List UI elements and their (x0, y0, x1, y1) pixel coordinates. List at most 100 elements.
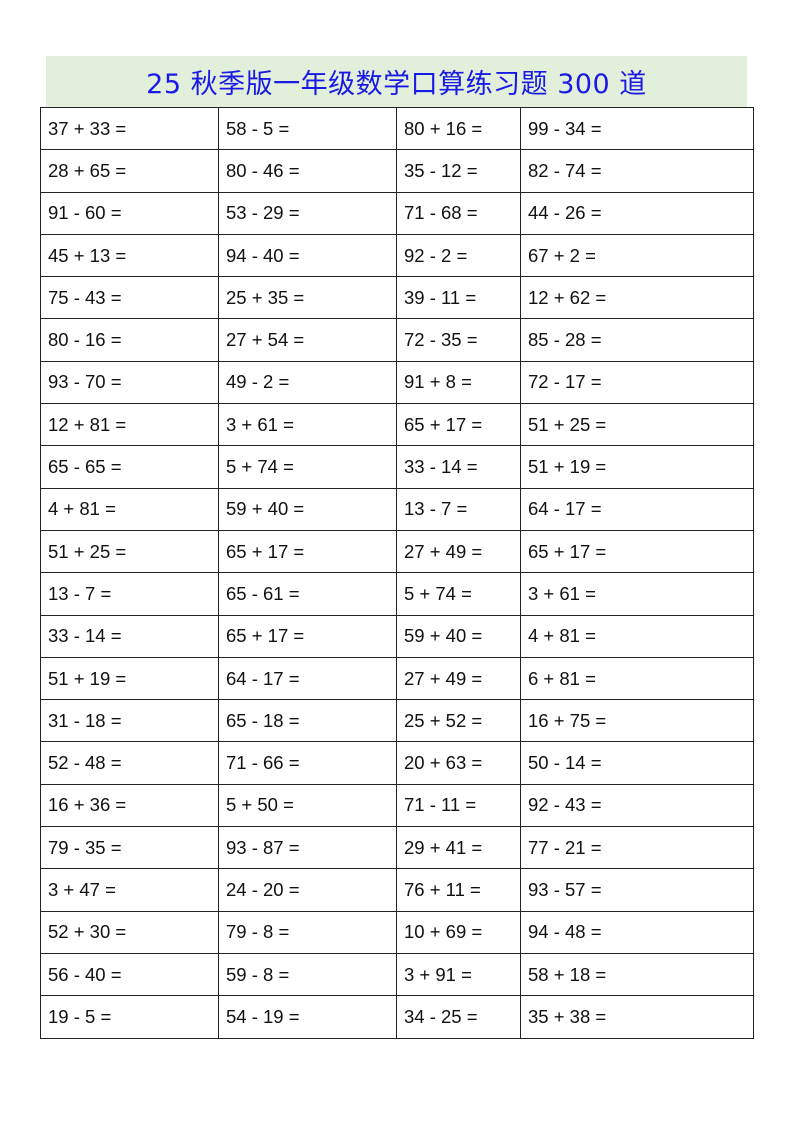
problem-cell: 3 + 47 = (40, 868, 219, 912)
table-row: 31 - 18 = 65 - 18 = 25 + 52 = 16 + 75 = (40, 699, 754, 743)
problem-cell: 65 + 17 = (396, 403, 521, 447)
table-row: 3 + 47 = 24 - 20 = 76 + 11 = 93 - 57 = (40, 868, 754, 912)
table-row: 16 + 36 = 5 + 50 = 71 - 11 = 92 - 43 = (40, 783, 754, 828)
problem-cell: 58 - 5 = (218, 106, 397, 151)
problem-cell: 82 - 74 = (520, 149, 754, 193)
problem-cell: 72 - 17 = (520, 360, 754, 405)
problem-cell: 93 - 87 = (218, 826, 397, 870)
problem-cell: 33 - 14 = (40, 614, 219, 658)
table-row: 75 - 43 = 25 + 35 = 39 - 11 = 12 + 62 = (40, 276, 754, 320)
problem-cell: 92 - 2 = (396, 233, 521, 278)
problem-cell: 35 + 38 = (520, 995, 754, 1039)
table-row: 52 + 30 = 79 - 8 = 10 + 69 = 94 - 48 = (40, 910, 754, 954)
problem-cell: 93 - 70 = (40, 360, 219, 405)
problem-cell: 79 - 8 = (218, 910, 397, 954)
problem-cell: 50 - 14 = (520, 741, 754, 785)
problem-cell: 58 + 18 = (520, 952, 754, 997)
problem-cell: 80 - 16 = (40, 318, 219, 362)
table-row: 93 - 70 = 49 - 2 = 91 + 8 = 72 - 17 = (40, 360, 754, 405)
problem-cell: 72 - 35 = (396, 318, 521, 362)
problem-cell: 39 - 11 = (396, 276, 521, 320)
table-row: 51 + 25 = 65 + 17 = 27 + 49 = 65 + 17 = (40, 529, 754, 574)
problem-cell: 52 + 30 = (40, 910, 219, 954)
table-row: 12 + 81 = 3 + 61 = 65 + 17 = 51 + 25 = (40, 403, 754, 447)
problem-cell: 92 - 43 = (520, 783, 754, 828)
problem-cell: 25 + 35 = (218, 276, 397, 320)
problem-cell: 52 - 48 = (40, 741, 219, 785)
problem-cell: 6 + 81 = (520, 656, 754, 701)
problem-cell: 53 - 29 = (218, 191, 397, 235)
problem-cell: 71 - 66 = (218, 741, 397, 785)
problem-cell: 71 - 11 = (396, 783, 521, 828)
problem-cell: 99 - 34 = (520, 106, 754, 151)
problem-cell: 16 + 36 = (40, 783, 219, 828)
problem-cell: 12 + 62 = (520, 276, 754, 320)
problem-cell: 64 - 17 = (520, 487, 754, 531)
problem-cell: 65 + 17 = (218, 529, 397, 574)
problem-cell: 59 + 40 = (218, 487, 397, 531)
problem-cell: 94 - 40 = (218, 233, 397, 278)
problem-cell: 12 + 81 = (40, 403, 219, 447)
table-row: 91 - 60 = 53 - 29 = 71 - 68 = 44 - 26 = (40, 191, 754, 235)
problem-cell: 65 + 17 = (218, 614, 397, 658)
problem-cell: 33 - 14 = (396, 445, 521, 489)
problem-cell: 3 + 91 = (396, 952, 521, 997)
table-row: 65 - 65 = 5 + 74 = 33 - 14 = 51 + 19 = (40, 445, 754, 489)
table-row: 45 + 13 = 94 - 40 = 92 - 2 = 67 + 2 = (40, 233, 754, 278)
table-row: 13 - 7 = 65 - 61 = 5 + 74 = 3 + 61 = (40, 572, 754, 616)
problem-cell: 64 - 17 = (218, 656, 397, 701)
problem-cell: 28 + 65 = (40, 149, 219, 193)
problem-cell: 71 - 68 = (396, 191, 521, 235)
problem-cell: 59 + 40 = (396, 614, 521, 658)
table-row: 52 - 48 = 71 - 66 = 20 + 63 = 50 - 14 = (40, 741, 754, 785)
problem-cell: 5 + 74 = (218, 445, 397, 489)
problem-cell: 24 - 20 = (218, 868, 397, 912)
problem-cell: 79 - 35 = (40, 826, 219, 870)
problem-cell: 4 + 81 = (520, 614, 754, 658)
table-row: 4 + 81 = 59 + 40 = 13 - 7 = 64 - 17 = (40, 487, 754, 531)
problem-cell: 65 - 18 = (218, 699, 397, 743)
problem-cell: 51 + 19 = (40, 656, 219, 701)
problem-cell: 19 - 5 = (40, 995, 219, 1039)
table-row: 28 + 65 = 80 - 46 = 35 - 12 = 82 - 74 = (40, 149, 754, 193)
problem-cell: 91 - 60 = (40, 191, 219, 235)
problem-cell: 93 - 57 = (520, 868, 754, 912)
problem-cell: 3 + 61 = (218, 403, 397, 447)
problem-cell: 13 - 7 = (40, 572, 219, 616)
table-row: 19 - 5 = 54 - 19 = 34 - 25 = 35 + 38 = (40, 995, 754, 1039)
problem-cell: 27 + 49 = (396, 656, 521, 701)
problem-cell: 80 + 16 = (396, 106, 521, 151)
problem-cell: 27 + 54 = (218, 318, 397, 362)
problem-cell: 75 - 43 = (40, 276, 219, 320)
problem-cell: 35 - 12 = (396, 149, 521, 193)
problem-cell: 4 + 81 = (40, 487, 219, 531)
problem-cell: 31 - 18 = (40, 699, 219, 743)
problem-cell: 5 + 74 = (396, 572, 521, 616)
problem-cell: 20 + 63 = (396, 741, 521, 785)
table-row: 33 - 14 = 65 + 17 = 59 + 40 = 4 + 81 = (40, 614, 754, 658)
problem-cell: 51 + 19 = (520, 445, 754, 489)
problem-cell: 37 + 33 = (40, 106, 219, 151)
problem-cell: 13 - 7 = (396, 487, 521, 531)
problem-cell: 65 - 61 = (218, 572, 397, 616)
table-row: 56 - 40 = 59 - 8 = 3 + 91 = 58 + 18 = (40, 952, 754, 997)
problem-cell: 56 - 40 = (40, 952, 219, 997)
table-row: 37 + 33 = 58 - 5 = 80 + 16 = 99 - 34 = (40, 106, 754, 151)
table-row: 79 - 35 = 93 - 87 = 29 + 41 = 77 - 21 = (40, 826, 754, 870)
table-row: 51 + 19 = 64 - 17 = 27 + 49 = 6 + 81 = (40, 656, 754, 701)
problem-cell: 27 + 49 = (396, 529, 521, 574)
problem-cell: 16 + 75 = (520, 699, 754, 743)
problem-cell: 49 - 2 = (218, 360, 397, 405)
problem-cell: 80 - 46 = (218, 149, 397, 193)
problem-cell: 65 - 65 = (40, 445, 219, 489)
problem-cell: 91 + 8 = (396, 360, 521, 405)
problem-cell: 51 + 25 = (40, 529, 219, 574)
table-row: 80 - 16 = 27 + 54 = 72 - 35 = 85 - 28 = (40, 318, 754, 362)
problem-cell: 76 + 11 = (396, 868, 521, 912)
page-title: 25 秋季版一年级数学口算练习题 300 道 (146, 69, 647, 100)
problem-cell: 94 - 48 = (520, 910, 754, 954)
problem-cell: 45 + 13 = (40, 233, 219, 278)
problem-cell: 3 + 61 = (520, 572, 754, 616)
problem-cell: 54 - 19 = (218, 995, 397, 1039)
title-banner: 25 秋季版一年级数学口算练习题 300 道 (46, 56, 747, 107)
